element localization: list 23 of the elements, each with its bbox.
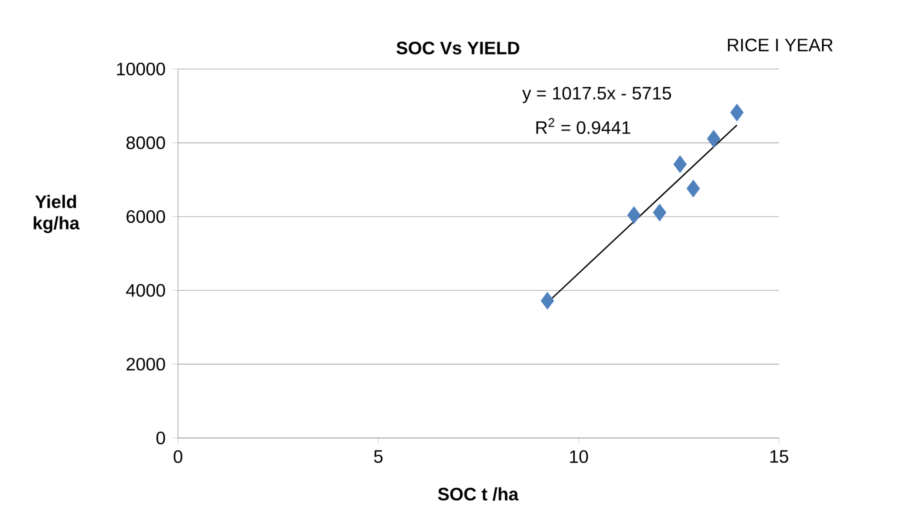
y-tick-label: 6000 <box>126 210 166 223</box>
y-tick-label: 2000 <box>126 358 166 371</box>
x-tick-label: 10 <box>570 450 588 463</box>
text: RICE I YEAR <box>728 38 833 52</box>
x-tick-label: 0 <box>174 450 182 463</box>
point <box>652 204 666 222</box>
y-tick-label: 0 <box>156 432 166 444</box>
y-tick-label: 8000 <box>126 136 166 150</box>
annotation: R$^{2}$ = 0.9441 <box>536 118 630 134</box>
x-tick-label: 5 <box>374 450 383 463</box>
point <box>686 180 700 198</box>
y-tick-label: 4000 <box>126 284 166 297</box>
point <box>707 130 720 148</box>
y-tick-label: 10000 <box>117 62 166 76</box>
point <box>540 292 554 310</box>
point <box>730 104 744 122</box>
chart-title: SOC Vs YIELD <box>396 42 520 54</box>
point <box>627 206 641 224</box>
annotation: y = 1017.5x - 5715 <box>522 86 672 104</box>
y-axis-title: Yield kg/ha <box>34 194 80 234</box>
x-tick-label: 15 <box>770 450 788 463</box>
x-axis-title: SOC t /ha <box>438 487 519 501</box>
point <box>673 155 687 173</box>
